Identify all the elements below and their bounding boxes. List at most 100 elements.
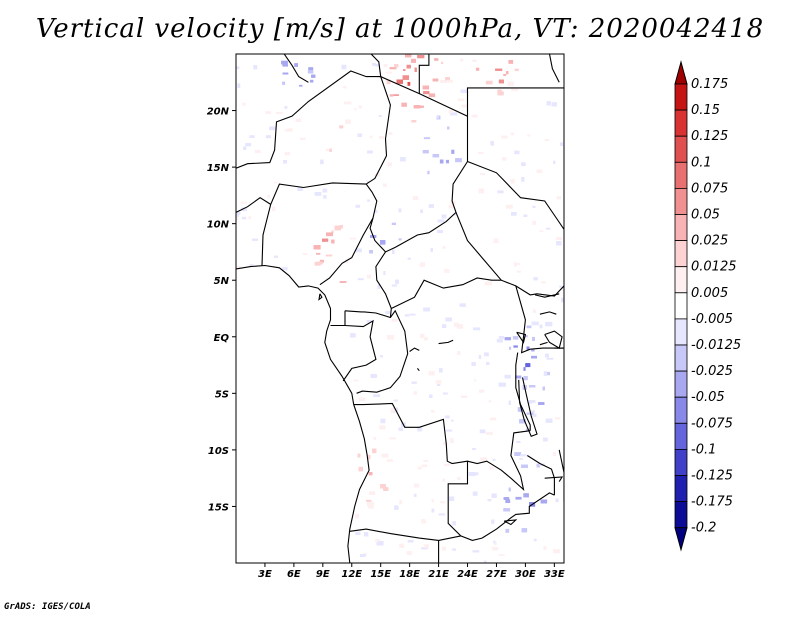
field-cell	[367, 150, 373, 154]
field-cell	[353, 379, 359, 382]
lon-tick-label: 12E	[341, 569, 362, 580]
border-line	[534, 293, 560, 298]
field-cell	[413, 391, 417, 395]
colorbar-swatch	[674, 370, 688, 398]
field-cell	[390, 408, 395, 413]
field-cell	[471, 362, 476, 366]
field-cell	[445, 77, 450, 81]
field-cell	[376, 540, 384, 546]
field-cell	[378, 115, 382, 117]
field-cell	[544, 371, 550, 376]
field-cell	[513, 345, 518, 348]
field-cell	[391, 222, 396, 225]
field-cell	[406, 550, 412, 555]
lon-tick-label: 9E	[316, 569, 330, 580]
field-cell	[341, 64, 347, 70]
colorbar-label: 0.125	[691, 129, 728, 144]
field-cell	[451, 419, 454, 422]
field-cell	[540, 499, 548, 504]
field-cell	[236, 213, 239, 217]
field-cell	[451, 149, 455, 154]
field-cell	[553, 549, 560, 554]
colorbar-swatch	[674, 135, 688, 163]
field-cell	[383, 487, 389, 491]
field-cell	[372, 448, 377, 454]
field-cell	[385, 311, 390, 314]
field-cell	[393, 64, 399, 68]
field-cell	[471, 114, 478, 118]
field-cell	[366, 274, 372, 279]
field-cell	[536, 169, 543, 173]
field-cell	[449, 496, 455, 501]
field-cell	[527, 134, 531, 137]
field-cell	[472, 550, 480, 553]
field-cell	[457, 98, 465, 101]
field-cell	[395, 279, 399, 284]
colorbar-label: -0.025	[691, 364, 733, 379]
field-cell	[521, 177, 525, 182]
colorbar-swatch	[674, 475, 688, 503]
field-cell	[443, 392, 448, 395]
field-cell	[374, 173, 381, 177]
field-cell	[531, 321, 539, 326]
field-cell	[274, 181, 277, 184]
field-cell	[381, 453, 389, 458]
field-cell	[543, 371, 548, 376]
colorbar-swatch	[674, 396, 688, 424]
field-cell	[510, 178, 515, 184]
field-cell	[519, 457, 523, 460]
colorbar-label: 0.005	[691, 286, 728, 301]
field-cell	[504, 337, 511, 341]
field-cell	[505, 499, 511, 503]
field-cell	[393, 94, 399, 96]
field-cell	[498, 336, 504, 339]
field-cell	[429, 394, 433, 398]
field-cell	[490, 141, 494, 146]
field-cell	[472, 59, 477, 62]
field-cell	[407, 81, 411, 86]
field-cell	[498, 79, 504, 84]
border-line	[544, 476, 564, 482]
field-cell	[546, 357, 554, 360]
field-cell	[508, 60, 514, 64]
field-cell	[442, 478, 445, 482]
field-cell	[460, 395, 468, 398]
field-cell	[541, 281, 546, 284]
border-line	[539, 341, 548, 346]
field-cell	[448, 109, 454, 113]
colorbar-bottom-arrow	[674, 527, 688, 552]
field-cell	[491, 493, 497, 498]
field-cell	[523, 335, 528, 338]
field-cell	[334, 225, 341, 231]
border-line	[438, 339, 454, 345]
colorbar-label: -0.175	[691, 495, 733, 510]
field-cell	[432, 153, 440, 158]
field-cell	[423, 91, 430, 95]
colorbar-swatch	[674, 501, 688, 529]
border-line	[548, 54, 560, 83]
field-cell	[538, 230, 544, 232]
lon-tick-label: 30E	[515, 569, 536, 580]
field-cell	[421, 520, 427, 524]
colorbar-label: 0.1	[691, 155, 712, 170]
field-cell	[413, 493, 417, 497]
field-cell	[505, 528, 510, 533]
field-cell	[533, 277, 538, 281]
field-cell	[484, 281, 492, 286]
field-cell	[282, 267, 288, 271]
field-cell	[389, 94, 394, 97]
field-cell	[422, 150, 429, 154]
field-cell	[511, 87, 519, 92]
field-cell	[543, 546, 547, 550]
field-cell	[411, 120, 417, 123]
field-cell	[366, 180, 369, 183]
field-cell	[452, 521, 456, 526]
field-cell	[439, 368, 443, 373]
border-line	[318, 293, 323, 301]
field-cell	[423, 460, 429, 462]
field-cell	[302, 253, 308, 255]
border-line	[369, 217, 386, 253]
field-cell	[236, 211, 241, 215]
field-cell	[445, 415, 450, 419]
field-cell	[478, 389, 485, 393]
